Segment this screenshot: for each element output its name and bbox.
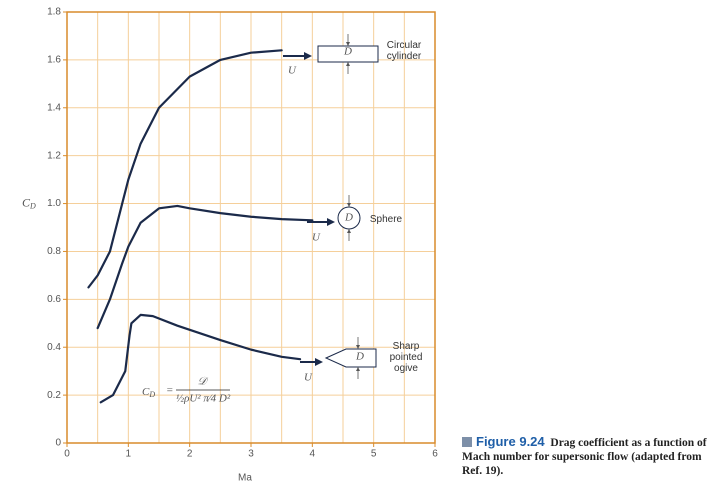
y-tick-label: 0.4 <box>47 342 61 353</box>
formula-eq: = <box>166 385 173 397</box>
ogive-icon <box>324 348 377 368</box>
flow-arrow-head <box>327 218 335 226</box>
caption-text: Drag coefficient as a function of Mach n… <box>462 437 707 477</box>
dim-head <box>346 62 350 66</box>
curve-label: Sphere <box>369 214 403 225</box>
y-axis-label-main: C <box>22 195 31 209</box>
y-tick-label: 0.8 <box>47 246 61 257</box>
dim-head <box>346 42 350 46</box>
curve <box>87 49 283 289</box>
formula-denominator: ½ρU² π⁄4 D² <box>176 393 231 405</box>
dim-head <box>356 345 360 349</box>
x-tick-label: 4 <box>310 449 316 460</box>
curve-label: Sharp pointed ogive <box>389 341 423 374</box>
size-label: D <box>344 212 353 224</box>
y-axis-label: CD <box>22 195 36 210</box>
curve <box>99 313 302 404</box>
x-tick-label: 5 <box>371 449 377 460</box>
y-tick-label: 0.2 <box>47 390 61 401</box>
flow-label: U <box>288 65 297 77</box>
figure-label: Figure 9.24 <box>476 434 545 449</box>
y-tick-label: 0.6 <box>47 294 61 305</box>
dim-head <box>356 367 360 371</box>
y-tick-label: 1.8 <box>47 7 61 18</box>
x-tick-label: 1 <box>126 449 132 460</box>
x-tick-label: 0 <box>64 449 70 460</box>
size-label: D <box>343 46 352 58</box>
size-label: D <box>355 351 364 363</box>
y-axis-label-sub: D <box>29 201 36 210</box>
formula-lhs-sub: D <box>148 390 155 399</box>
curve-label: Circular cylinder <box>386 40 422 62</box>
dim-head <box>347 229 351 233</box>
dim-head <box>347 203 351 207</box>
y-tick-label: 1.0 <box>47 198 61 209</box>
formula-numerator: 𝒟 <box>198 376 209 388</box>
flow-label: U <box>312 232 321 244</box>
formula-lhs-main: C <box>142 386 150 398</box>
y-tick-label: 1.2 <box>47 150 61 161</box>
x-tick-label: 2 <box>187 449 193 460</box>
y-tick-label: 1.4 <box>47 102 61 113</box>
x-tick-label: 6 <box>432 449 438 460</box>
flow-label: U <box>304 372 313 384</box>
x-axis-label: Ma <box>238 473 252 484</box>
y-tick-label: 1.6 <box>47 55 61 66</box>
x-tick-label: 3 <box>248 449 254 460</box>
curve <box>96 204 314 330</box>
formula-lhs: CD <box>142 386 155 399</box>
flow-arrow-head <box>315 358 323 366</box>
caption: Figure 9.24 Drag coefficient as a functi… <box>462 435 712 478</box>
y-tick-label: 0 <box>55 438 61 449</box>
flow-arrow-head <box>304 52 312 60</box>
